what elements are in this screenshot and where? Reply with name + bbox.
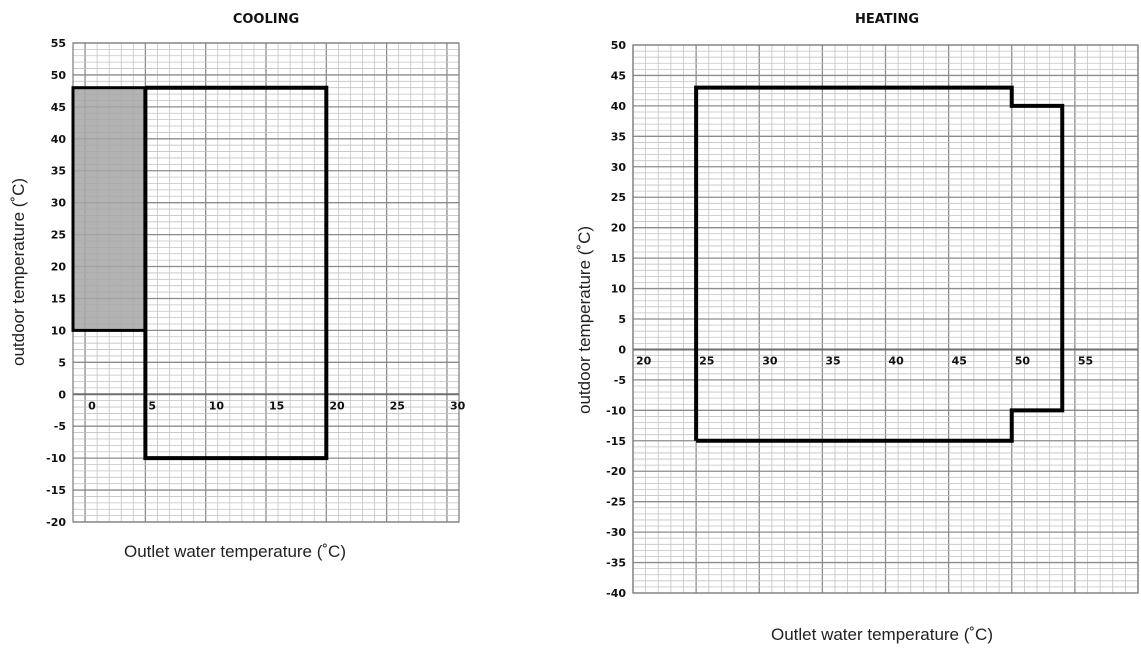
- cooling-x-tick-label: 0: [88, 399, 96, 412]
- cooling-shaded-region: [71, 86, 147, 332]
- heating-y-tick-label: 45: [611, 69, 626, 82]
- cooling-boundary: [143, 85, 329, 461]
- heating-x-tick-label: 25: [699, 354, 714, 367]
- heating-boundary: [694, 85, 1065, 443]
- cooling-y-tick-label: 55: [51, 37, 66, 50]
- heating-x-tick-label: 35: [825, 354, 840, 367]
- cooling-x-tick-label: 15: [269, 399, 284, 412]
- heating-x-tick-label: 20: [636, 354, 652, 367]
- heating-y-tick-label: 50: [611, 39, 627, 52]
- heating-boundary-line: [694, 85, 1065, 443]
- cooling-y-tick-label: 25: [51, 229, 66, 242]
- cooling-y-tick-label: 5: [58, 356, 66, 369]
- heating-y-tick-label: 25: [611, 191, 626, 204]
- heating-y-tick-label: 5: [618, 313, 626, 326]
- cooling-y-tick-label: 20: [51, 261, 67, 274]
- cooling-x-tick-label: 10: [209, 399, 225, 412]
- heating-x-ticks: 202530354045505560: [636, 354, 1093, 367]
- heating-x-tick-label: 40: [889, 354, 905, 367]
- cooling-x-ticks: 0 5 10 15 20 25 30: [88, 399, 466, 412]
- cooling-y-tick-label: 50: [51, 69, 67, 82]
- heating-y-tick-label: 20: [611, 222, 627, 235]
- cooling-y-ticks: -20 -15 -10 -5 0 5 10 15 20 25 30 35 40 45 50 55: [46, 37, 66, 529]
- cooling-boundary-line: [143, 85, 329, 461]
- cooling-y-tick-label: 15: [51, 292, 66, 305]
- heating-y-tick-label: 10: [611, 283, 627, 296]
- heating-y-tick-label: -25: [606, 496, 626, 509]
- heating-grid: [632, 44, 1139, 594]
- cooling-x-axis-label: Outlet water temperature (˚C): [124, 542, 346, 561]
- heating-plot-frame: [632, 44, 1139, 594]
- heating-title: HEATING: [855, 12, 919, 27]
- cooling-y-tick-label: 40: [51, 133, 67, 146]
- heating-y-tick-label: 35: [611, 130, 626, 143]
- heating-x-tick-label: 55: [1078, 354, 1093, 367]
- cooling-y-tick-label: 45: [51, 101, 66, 114]
- cooling-title: COOLING: [233, 12, 299, 27]
- heating-y-ticks: -40 -35 -30 -25 -20 -15 -10 -5 0 5 10 15 20 25 30 35 40 4…: [606, 39, 626, 600]
- cooling-y-tick-label: -20: [46, 516, 66, 529]
- cooling-y-tick-label: 0: [58, 388, 66, 401]
- cooling-x-tick-label: 20: [329, 399, 345, 412]
- cooling-y-tick-label: -5: [54, 420, 66, 433]
- heating-x-tick-label: 30: [762, 354, 778, 367]
- heating-y-tick-label: -30: [606, 526, 626, 539]
- heating-x-axis-label: Outlet water temperature (˚C): [771, 625, 993, 644]
- cooling-y-tick-label: -10: [46, 452, 66, 465]
- heating-y-tick-label: -35: [606, 557, 626, 570]
- cooling-x-tick-label: 5: [148, 399, 156, 412]
- heating-y-tick-label: -10: [606, 404, 626, 417]
- heating-chart: -40 -35 -30 -25 -20 -15 -10 -5 0 5 10 15 20 25 30 35 40 4…: [575, 12, 1139, 644]
- heating-y-tick-label: 40: [611, 100, 627, 113]
- cooling-y-tick-label: 10: [51, 324, 67, 337]
- cooling-y-tick-label: -15: [46, 484, 66, 497]
- heating-y-tick-label: 0: [618, 343, 626, 356]
- heating-y-tick-label: 15: [611, 252, 626, 265]
- heating-y-tick-label: -20: [606, 465, 626, 478]
- cooling-y-tick-label: 30: [51, 197, 67, 210]
- heating-y-tick-label: -15: [606, 435, 626, 448]
- heating-x-tick-label: 50: [1015, 354, 1031, 367]
- heating-y-tick-label: 30: [611, 161, 627, 174]
- heating-y-tick-label: -40: [606, 587, 626, 600]
- cooling-y-axis-label: outdoor temperature (˚C): [9, 178, 28, 366]
- heating-y-axis-label: outdoor temperature (˚C): [575, 226, 594, 414]
- cooling-shaded-area: [71, 86, 147, 332]
- heating-y-tick-label: -5: [614, 374, 626, 387]
- cooling-x-tick-label: 25: [390, 399, 405, 412]
- heating-x-tick-label: 45: [952, 354, 967, 367]
- cooling-y-tick-label: 35: [51, 165, 66, 178]
- cooling-chart: -20 -15 -10 -5 0 5 10 15 20 25 30 35 40 45 50 55 0 5 10 15…: [9, 12, 466, 561]
- cooling-x-tick-label: 30: [450, 399, 466, 412]
